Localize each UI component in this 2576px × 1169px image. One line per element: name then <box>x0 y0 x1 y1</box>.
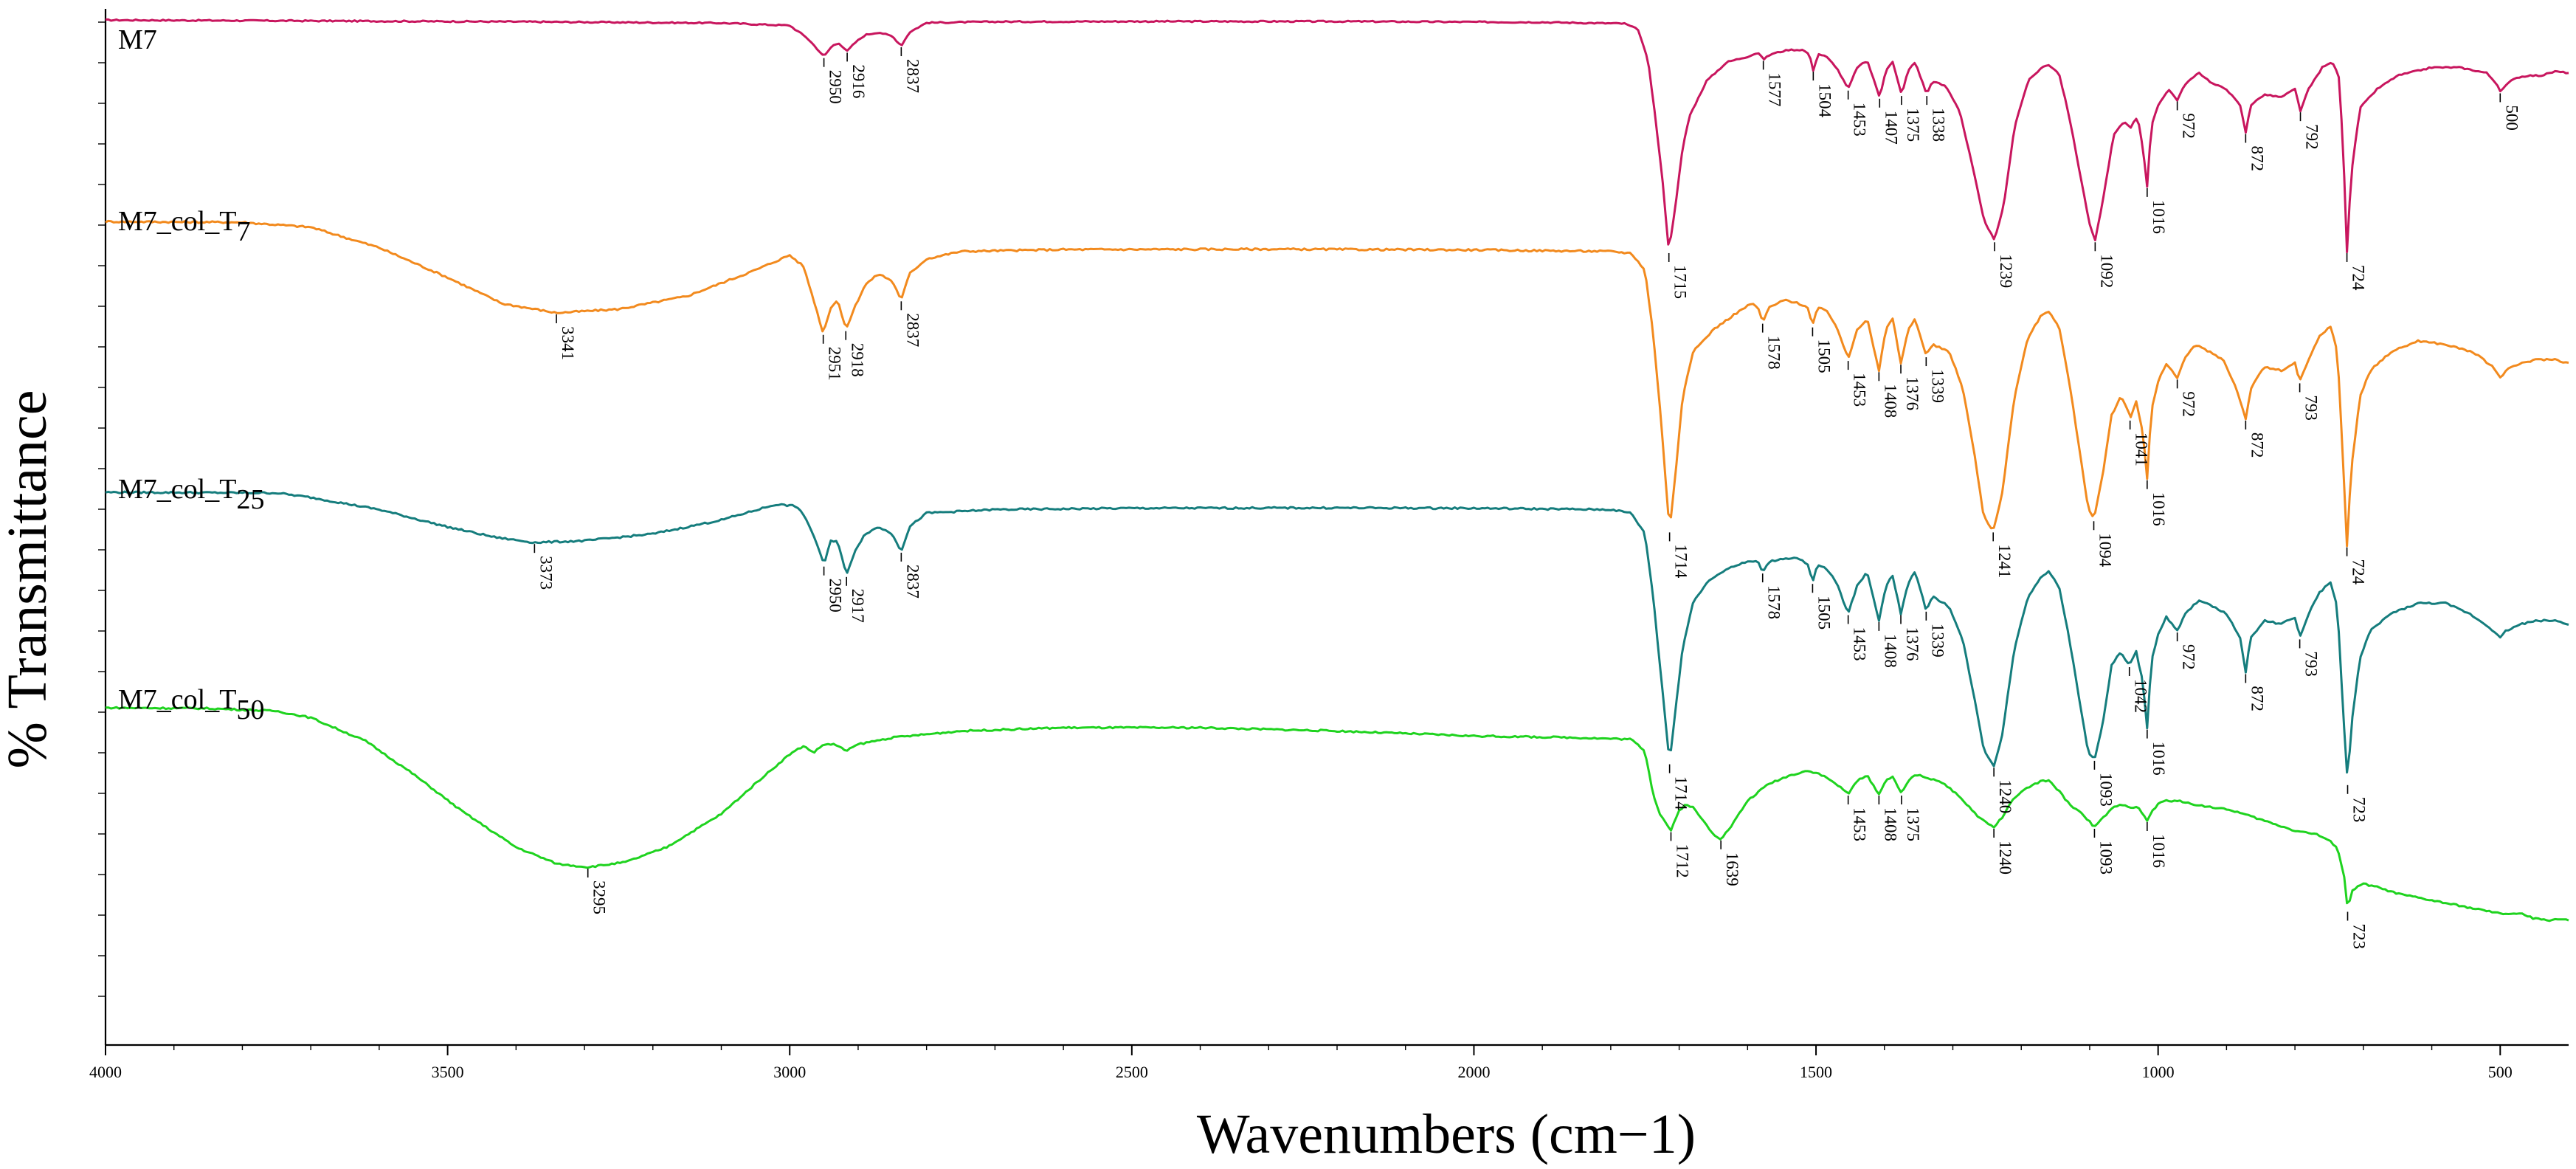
peak-label: 872 <box>2248 686 2266 711</box>
peak-label: 2837 <box>903 59 922 93</box>
peak-label: 1578 <box>1765 336 1783 370</box>
x-tick-label: 1500 <box>1800 1063 1832 1081</box>
x-tick-label: 2500 <box>1116 1063 1148 1081</box>
peak-label: 2837 <box>903 565 922 599</box>
y-axis-title: % Transmittance <box>0 390 58 769</box>
peak-label: 972 <box>2180 644 2198 670</box>
x-tick-label: 3000 <box>773 1063 806 1081</box>
x-axis-title: Wavenumbers (cm−1) <box>1197 1103 1696 1165</box>
peak-label: 1016 <box>2149 492 2168 526</box>
peak-label: 972 <box>2180 113 2198 139</box>
peak-label: 2950 <box>826 70 845 104</box>
peak-label: 1041 <box>2133 432 2151 466</box>
x-tick-label: 500 <box>2488 1063 2513 1081</box>
peak-label: 1240 <box>1996 841 2014 875</box>
peak-label: 2837 <box>903 313 922 347</box>
peak-label: 2951 <box>826 347 844 381</box>
peak-label: 723 <box>2350 924 2369 950</box>
peak-label: 1453 <box>1851 103 1869 137</box>
peak-label: 3295 <box>590 880 609 914</box>
peak-label: 1639 <box>1723 852 1741 886</box>
peak-label: 1240 <box>1996 779 2014 813</box>
peak-label: 1339 <box>1928 624 1947 658</box>
peak-label: 1339 <box>1928 369 1947 403</box>
peak-label: 1093 <box>2096 773 2115 807</box>
peak-label: 1092 <box>2097 254 2116 288</box>
peak-label: 793 <box>2302 651 2321 677</box>
peak-label: 1714 <box>1672 776 1691 811</box>
peak-label: 1408 <box>1881 807 1899 841</box>
peak-label: 1577 <box>1766 72 1784 106</box>
peak-label: 1505 <box>1814 339 1833 373</box>
peak-label: 2918 <box>848 343 866 377</box>
peak-label: 872 <box>2248 145 2266 171</box>
peak-label: 1712 <box>1673 844 1691 878</box>
series-line-1 <box>105 18 2569 254</box>
series-name-2: M7_col_T7 <box>118 206 250 247</box>
peak-label: 1042 <box>2132 679 2150 713</box>
peak-label: 3373 <box>536 556 555 590</box>
peak-label: 1407 <box>1882 111 1900 145</box>
peak-label: 1093 <box>2096 841 2115 875</box>
peak-label: 723 <box>2350 797 2369 823</box>
x-tick-label: 4000 <box>89 1063 122 1081</box>
series-line-3 <box>105 490 2569 774</box>
series-name-4: M7_col_T50 <box>118 684 264 725</box>
peak-label: 1375 <box>1904 108 1922 142</box>
peak-label: 1016 <box>2149 200 2168 234</box>
peak-label: 1094 <box>2096 533 2115 568</box>
peak-label: 3341 <box>559 326 577 360</box>
x-tick-label: 3500 <box>432 1063 464 1081</box>
peak-label: 1241 <box>1995 544 2014 578</box>
x-tick-label: 1000 <box>2142 1063 2175 1081</box>
peak-label: 1453 <box>1851 373 1869 407</box>
peak-label: 872 <box>2248 432 2266 458</box>
peak-label: 792 <box>2303 124 2321 150</box>
peak-label: 1453 <box>1851 627 1869 661</box>
peak-label: 1376 <box>1903 627 1921 661</box>
series-group <box>105 18 2569 923</box>
series-name-1: M7 <box>118 24 157 55</box>
peak-label: 1714 <box>1672 544 1691 579</box>
series-line-4 <box>105 706 2569 923</box>
peak-label: 724 <box>2349 559 2368 585</box>
axes: 4000 3500 3000 2500 2000 1500 1000 500 <box>89 9 2569 1081</box>
peak-label: 724 <box>2349 265 2368 291</box>
series-line-2 <box>105 219 2569 548</box>
peak-label: 793 <box>2302 395 2321 421</box>
peak-label: 1453 <box>1851 807 1869 841</box>
peak-label: 1016 <box>2149 742 2168 776</box>
x-tick-label: 2000 <box>1457 1063 1490 1081</box>
peak-label: 972 <box>2180 391 2198 417</box>
peak-label: 1376 <box>1903 376 1921 410</box>
peak-label: 1375 <box>1904 807 1922 841</box>
series-name-group: M7 M7_col_T7 M7_col_T25 M7_col_T50 <box>118 24 264 725</box>
peak-label: 500 <box>2502 105 2521 131</box>
peak-label: 1715 <box>1671 265 1690 299</box>
peak-label: 2917 <box>849 589 867 623</box>
peak-label: 1338 <box>1929 108 1947 142</box>
peak-label: 1505 <box>1814 596 1833 630</box>
peak-label: 2950 <box>826 579 845 613</box>
peak-label: 1504 <box>1815 83 1834 118</box>
peak-label: 1016 <box>2149 834 2168 868</box>
peak-label: 1239 <box>1997 254 2015 288</box>
peak-label: 1408 <box>1881 634 1899 668</box>
peak-label: 1408 <box>1881 384 1899 418</box>
peak-label: 1578 <box>1765 585 1783 619</box>
peak-label: 2916 <box>849 64 868 98</box>
series-name-3: M7_col_T25 <box>118 474 264 515</box>
